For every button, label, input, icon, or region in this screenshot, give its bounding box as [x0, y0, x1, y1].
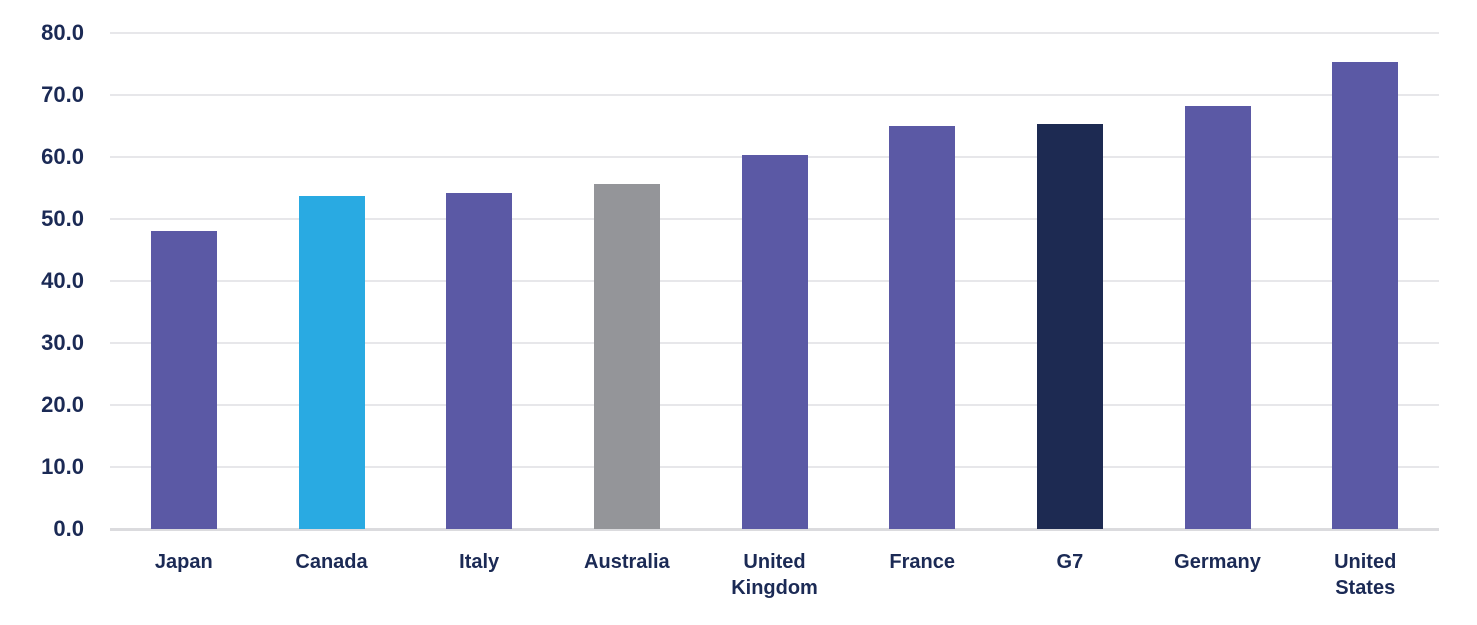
bar-italy [446, 192, 513, 529]
bar-slot [110, 33, 258, 529]
y-tick-label: 60.0 [41, 144, 84, 169]
x-category-label: Germany [1174, 551, 1261, 573]
bar-slot [553, 33, 701, 529]
bar-slot [996, 33, 1144, 529]
bar-slot [848, 33, 996, 529]
x-label-slot: Canada [258, 549, 406, 601]
y-tick-label: 70.0 [41, 82, 84, 107]
bar-slot [701, 33, 849, 529]
x-label-slot: United Kingdom [701, 549, 849, 601]
x-category-label: G7 [1056, 551, 1084, 573]
x-category-label: Canada [295, 551, 368, 573]
bar-slot [258, 33, 406, 529]
x-category-label: United States [1334, 551, 1397, 599]
x-label-slot: United States [1291, 549, 1439, 601]
plot-area [110, 32, 1439, 531]
gridline [110, 94, 1439, 96]
y-tick-label: 50.0 [41, 206, 84, 231]
x-axis-baseline [110, 528, 1439, 531]
bar-australia [593, 183, 660, 529]
x-category-label: Japan [154, 551, 213, 573]
bar-series [110, 33, 1439, 529]
y-tick-label: 80.0 [41, 20, 84, 45]
y-tick-label: 0.0 [53, 516, 84, 541]
x-label-slot: Japan [110, 549, 258, 601]
x-category-label: Australia [584, 551, 670, 573]
y-tick-label: 10.0 [41, 454, 84, 479]
x-category-label: Italy [459, 551, 500, 573]
y-tick-label: 40.0 [41, 268, 84, 293]
bar-slot [1144, 33, 1292, 529]
bar-france [889, 126, 956, 529]
y-tick-label: 20.0 [41, 392, 84, 417]
x-label-slot: Australia [553, 549, 701, 601]
bar-g7 [1036, 123, 1103, 529]
x-category-label: France [889, 551, 955, 573]
gridline [110, 32, 1439, 34]
bar-germany [1184, 105, 1251, 529]
x-category-label: United Kingdom [731, 551, 818, 599]
bar-japan [150, 231, 217, 529]
bar-slot [405, 33, 553, 529]
bar-united-states [1332, 61, 1399, 529]
bar-united-kingdom [741, 155, 808, 529]
x-label-slot: Italy [405, 549, 553, 601]
y-tick-label: 30.0 [41, 330, 84, 355]
x-label-slot: Germany [1144, 549, 1292, 601]
bar-canada [298, 196, 365, 529]
x-label-slot: France [848, 549, 996, 601]
x-label-slot: G7 [996, 549, 1144, 601]
x-axis-category-labels: Japan Canada Italy Australia United Kingdom F… [110, 549, 1439, 601]
bar-slot [1291, 33, 1439, 529]
